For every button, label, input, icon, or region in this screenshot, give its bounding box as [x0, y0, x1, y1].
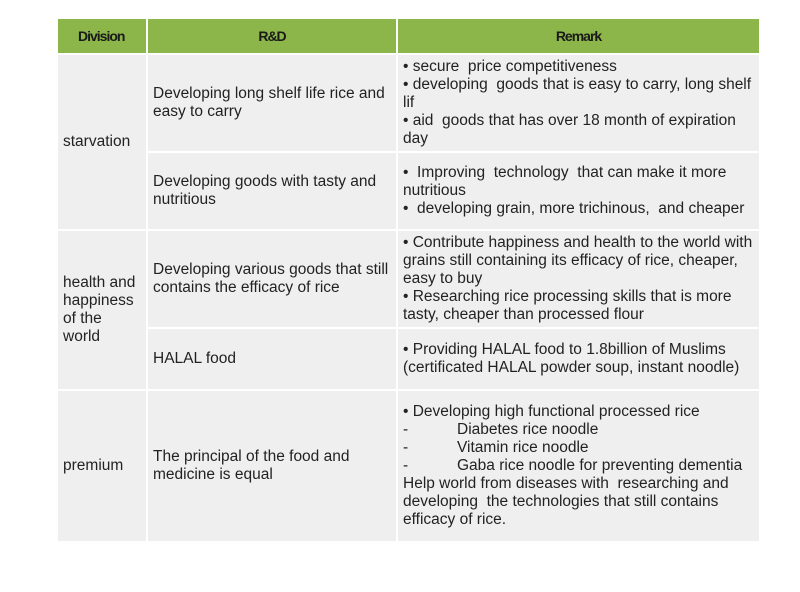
dash-marker: - — [403, 457, 409, 474]
remark-sub-item: - Gaba rice noodle for preventing dement… — [403, 457, 754, 475]
header-rd: R&D — [146, 17, 398, 55]
remark-line: • Improving technology that can make it … — [403, 164, 731, 199]
remark-cell: • Developing high functional processed r… — [396, 389, 761, 543]
remark-sub-text: Gaba rice noodle for preventing dementia — [457, 457, 743, 474]
remark-cell: • secure price competitiveness • develop… — [396, 53, 761, 153]
rd-cell: Developing various goods that still cont… — [146, 229, 398, 329]
rd-cell: The principal of the food and medicine i… — [146, 389, 398, 543]
remark-line: • Developing high functional processed r… — [403, 403, 700, 420]
remark-line: • Researching rice processing skills tha… — [403, 288, 736, 323]
dash-marker: - — [403, 439, 409, 456]
remark-sub-item: - Vitamin rice noodle — [403, 439, 754, 457]
header-row: Division R&D Remark — [56, 17, 761, 55]
division-starvation: starvation — [56, 53, 148, 231]
remark-sub-item: - Diabetes rice noodle — [403, 421, 754, 439]
remark-line: • developing grain, more trichinous, and… — [403, 200, 745, 217]
remark-line: • secure price competitiveness — [403, 58, 617, 75]
remark-sub-text: Vitamin rice noodle — [457, 439, 589, 456]
table-row: HALAL food • Providing HALAL food to 1.8… — [57, 327, 761, 391]
remark-line: Help world from diseases with researchin… — [403, 475, 733, 528]
rd-table: Division R&D Remark starvation Developin… — [56, 17, 761, 543]
remark-line: • Contribute happiness and health to the… — [403, 234, 757, 287]
division-premium: premium — [56, 389, 148, 543]
remark-cell: • Improving technology that can make it … — [396, 151, 761, 231]
division-health: health and happiness of the world — [56, 229, 148, 391]
header-division: Division — [56, 17, 148, 55]
rd-cell: HALAL food — [146, 327, 398, 391]
remark-cell: • Providing HALAL food to 1.8billion of … — [396, 327, 761, 391]
remark-sub-text: Diabetes rice noodle — [457, 421, 599, 438]
remark-line: • developing goods that is easy to carry… — [403, 76, 756, 111]
table-row: Developing goods with tasty and nutritio… — [57, 151, 761, 231]
remark-line: • Providing HALAL food to 1.8billion of … — [403, 341, 740, 376]
remark-cell: • Contribute happiness and health to the… — [396, 229, 761, 329]
dash-marker: - — [403, 421, 409, 438]
rd-cell: Developing goods with tasty and nutritio… — [146, 151, 398, 231]
rd-cell: Developing long shelf life rice and easy… — [146, 53, 398, 153]
table-row: health and happiness of the world Develo… — [56, 229, 761, 391]
remark-line: • aid goods that has over 18 month of ex… — [403, 112, 741, 147]
table-row: starvation Developing long shelf life ri… — [56, 53, 761, 231]
table-row: premium The principal of the food and me… — [56, 389, 761, 543]
header-remark: Remark — [396, 17, 761, 55]
